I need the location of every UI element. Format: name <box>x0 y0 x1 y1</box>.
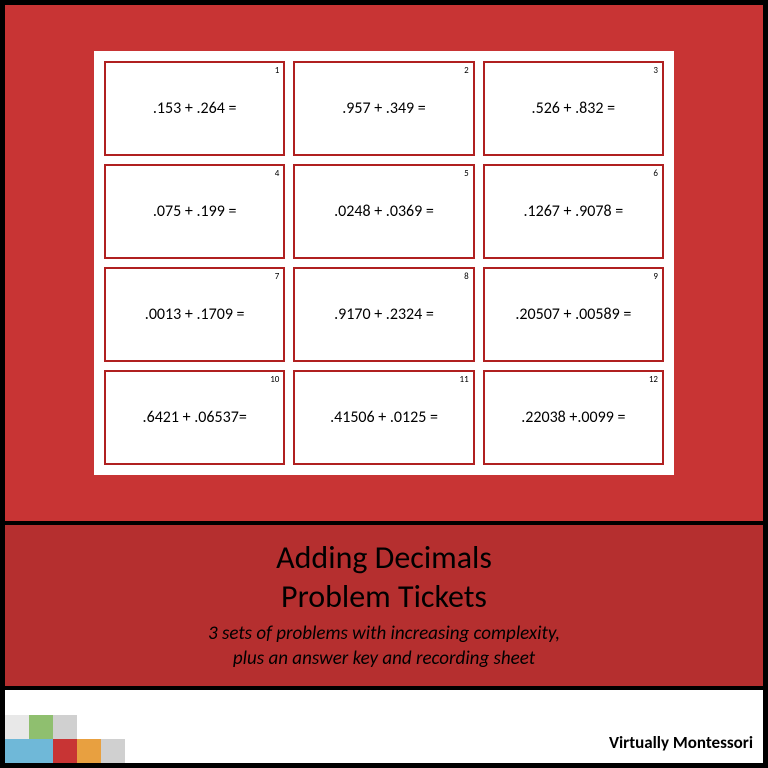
ticket-number: 6 <box>653 168 658 179</box>
ticket-card: 1 .153 + .264 = <box>104 61 285 156</box>
ticket-problem: .153 + .264 = <box>149 99 241 118</box>
subtitle-line-2: plus an answer key and recording sheet <box>233 647 535 670</box>
ticket-number: 2 <box>464 65 469 76</box>
ticket-number: 3 <box>653 65 658 76</box>
ticket-problem: .0013 + .1709 = <box>141 305 249 324</box>
ticket-problem: .22038 +.0099 = <box>517 408 629 427</box>
title-section: Adding Decimals Problem Tickets 3 sets o… <box>5 525 763 690</box>
color-block <box>5 739 29 763</box>
logo-color-blocks <box>5 715 125 763</box>
color-block <box>53 715 77 739</box>
block-row <box>5 739 125 763</box>
title-line-2: Problem Tickets <box>281 577 487 616</box>
ticket-number: 5 <box>464 168 469 179</box>
product-cover-frame: 1 .153 + .264 = 2 .957 + .349 = 3 .526 +… <box>0 0 768 768</box>
ticket-number: 8 <box>464 271 469 282</box>
ticket-number: 11 <box>460 374 469 385</box>
ticket-card: 4 .075 + .199 = <box>104 164 285 259</box>
ticket-problem: .957 + .349 = <box>338 99 430 118</box>
color-block <box>53 739 77 763</box>
ticket-number: 12 <box>649 374 658 385</box>
ticket-card: 5 .0248 + .0369 = <box>293 164 474 259</box>
block-row <box>5 715 125 739</box>
color-block <box>77 739 101 763</box>
ticket-card: 11 .41506 + .0125 = <box>293 370 474 465</box>
ticket-problem: .20507 + .00589 = <box>511 305 635 324</box>
subtitle-line-1: 3 sets of problems with increasing compl… <box>208 622 560 645</box>
ticket-card: 8 .9170 + .2324 = <box>293 267 474 362</box>
ticket-card: 3 .526 + .832 = <box>483 61 664 156</box>
ticket-grid: 1 .153 + .264 = 2 .957 + .349 = 3 .526 +… <box>94 51 674 475</box>
color-block <box>29 715 53 739</box>
ticket-number: 7 <box>275 271 280 282</box>
ticket-card: 6 .1267 + .9078 = <box>483 164 664 259</box>
ticket-card: 10 .6421 + .06537= <box>104 370 285 465</box>
ticket-number: 10 <box>270 374 279 385</box>
ticket-problem: .0248 + .0369 = <box>330 202 438 221</box>
ticket-card: 12 .22038 +.0099 = <box>483 370 664 465</box>
footer-section: Virtually Montessori <box>5 690 763 763</box>
ticket-card: 2 .957 + .349 = <box>293 61 474 156</box>
color-block <box>5 715 29 739</box>
ticket-card: 7 .0013 + .1709 = <box>104 267 285 362</box>
color-block <box>29 739 53 763</box>
ticket-number: 1 <box>275 65 280 76</box>
ticket-problem: .1267 + .9078 = <box>519 202 627 221</box>
ticket-problem: .6421 + .06537= <box>139 408 251 427</box>
ticket-problem: .526 + .832 = <box>528 99 620 118</box>
ticket-problem: .075 + .199 = <box>149 202 241 221</box>
title-line-1: Adding Decimals <box>276 538 492 577</box>
ticket-problem: .41506 + .0125 = <box>326 408 442 427</box>
color-block <box>101 739 125 763</box>
ticket-problem: .9170 + .2324 = <box>330 305 438 324</box>
brand-name: Virtually Montessori <box>609 732 753 753</box>
subtitle: 3 sets of problems with increasing compl… <box>208 622 560 671</box>
ticket-number: 9 <box>653 271 658 282</box>
ticket-number: 4 <box>275 168 280 179</box>
main-title: Adding Decimals Problem Tickets <box>276 539 492 616</box>
ticket-card: 9 .20507 + .00589 = <box>483 267 664 362</box>
ticket-preview-section: 1 .153 + .264 = 2 .957 + .349 = 3 .526 +… <box>5 5 763 525</box>
